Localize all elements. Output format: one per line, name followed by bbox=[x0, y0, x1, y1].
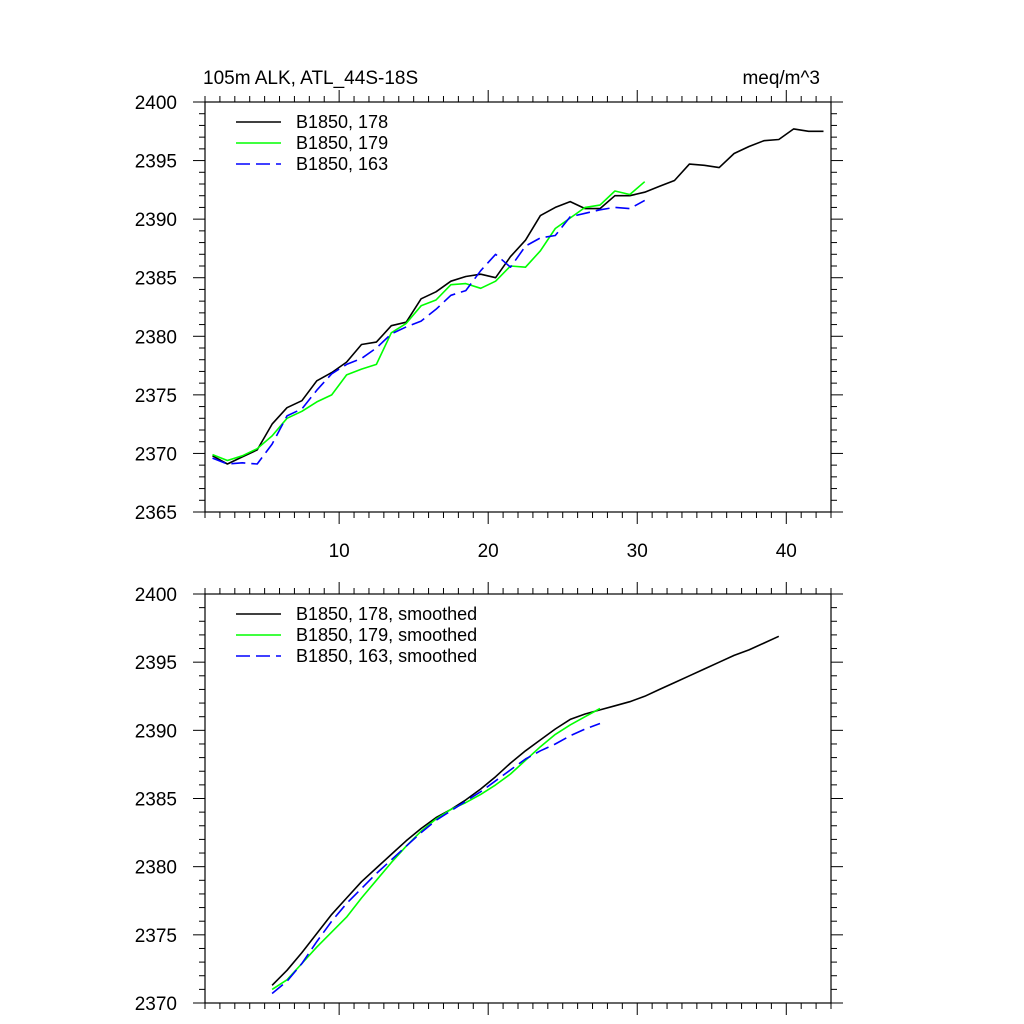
y-tick-label: 2380 bbox=[135, 327, 177, 348]
y-tick-label: 2380 bbox=[135, 858, 177, 879]
top-panel: 105m ALK, ATL_44S-18S meq/m^3 2365 2370 23… bbox=[135, 68, 843, 562]
y-tick-label: 2385 bbox=[135, 790, 177, 811]
series-line-1 bbox=[271, 635, 780, 986]
x-tick-label: 20 bbox=[478, 541, 499, 562]
y-tick-label: 2400 bbox=[135, 93, 177, 114]
y-tick-label: 2375 bbox=[135, 386, 177, 407]
legend-label: B1850, 179, smoothed bbox=[296, 625, 477, 645]
y-tick-label: 2370 bbox=[135, 444, 177, 465]
legend-label: B1850, 163 bbox=[296, 154, 388, 174]
legend-label: B1850, 178 bbox=[296, 112, 388, 132]
x-tick-label: 30 bbox=[627, 541, 648, 562]
series-line-2 bbox=[212, 181, 646, 462]
x-tick-label: 10 bbox=[329, 541, 350, 562]
legend-label: B1850, 178, smoothed bbox=[296, 604, 477, 624]
bottom-panel: 2370 2375 2380 2385 2390 2395 2400 B1850, 178, … bbox=[135, 582, 843, 1015]
y-tick-label: 2390 bbox=[135, 721, 177, 742]
y-tick-label: 2370 bbox=[135, 994, 177, 1015]
series-line-1 bbox=[212, 128, 824, 465]
y-tick-label: 2375 bbox=[135, 926, 177, 947]
series-line-3 bbox=[212, 199, 646, 465]
y-tick-label: 2395 bbox=[135, 152, 177, 173]
y-tick-label: 2385 bbox=[135, 269, 177, 290]
top-panel-title: 105m ALK, ATL_44S-18S bbox=[203, 68, 418, 89]
legend-label: B1850, 179 bbox=[296, 133, 388, 153]
series-line-3 bbox=[271, 722, 601, 995]
y-tick-label: 2390 bbox=[135, 210, 177, 231]
series-line-2 bbox=[271, 707, 601, 991]
x-tick-label: 40 bbox=[776, 541, 797, 562]
y-tick-label: 2395 bbox=[135, 653, 177, 674]
y-tick-label: 2400 bbox=[135, 585, 177, 606]
legend-label: B1850, 163, smoothed bbox=[296, 646, 477, 666]
top-panel-units: meq/m^3 bbox=[742, 68, 820, 89]
y-tick-label: 2365 bbox=[135, 503, 177, 524]
